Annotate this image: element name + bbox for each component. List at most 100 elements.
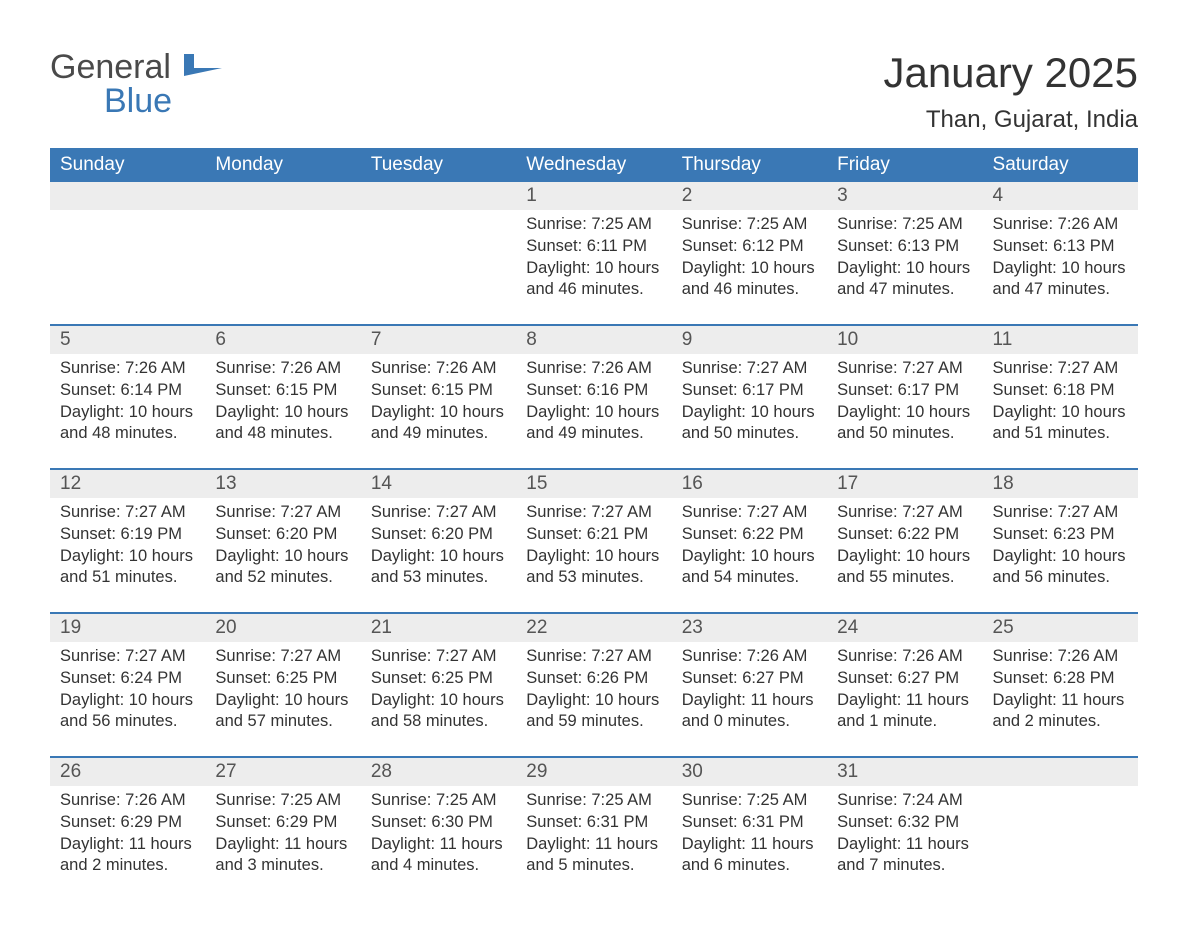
calendar-day: 29Sunrise: 7:25 AMSunset: 6:31 PMDayligh…: [516, 758, 671, 886]
daylight-text: Daylight: 10 hours and 56 minutes.: [993, 546, 1132, 590]
calendar-day: 2Sunrise: 7:25 AMSunset: 6:12 PMDaylight…: [672, 182, 827, 310]
weekday-header: Monday: [205, 148, 360, 182]
sunrise-text: Sunrise: 7:25 AM: [526, 214, 665, 236]
day-number: 14: [361, 470, 516, 498]
daylight-text: Daylight: 10 hours and 54 minutes.: [682, 546, 821, 590]
sunset-text: Sunset: 6:19 PM: [60, 524, 199, 546]
sunrise-text: Sunrise: 7:27 AM: [993, 358, 1132, 380]
daylight-text: Daylight: 10 hours and 55 minutes.: [837, 546, 976, 590]
sunset-text: Sunset: 6:20 PM: [215, 524, 354, 546]
day-details: Sunrise: 7:27 AMSunset: 6:24 PMDaylight:…: [50, 642, 205, 733]
sunset-text: Sunset: 6:27 PM: [682, 668, 821, 690]
sunrise-text: Sunrise: 7:27 AM: [526, 646, 665, 668]
day-details: Sunrise: 7:27 AMSunset: 6:19 PMDaylight:…: [50, 498, 205, 589]
calendar-day: 7Sunrise: 7:26 AMSunset: 6:15 PMDaylight…: [361, 326, 516, 454]
sunset-text: Sunset: 6:13 PM: [837, 236, 976, 258]
calendar-day: .: [983, 758, 1138, 886]
daylight-text: Daylight: 11 hours and 5 minutes.: [526, 834, 665, 878]
calendar-day: 23Sunrise: 7:26 AMSunset: 6:27 PMDayligh…: [672, 614, 827, 742]
weekday-header: Sunday: [50, 148, 205, 182]
sunrise-text: Sunrise: 7:25 AM: [371, 790, 510, 812]
day-number: 26: [50, 758, 205, 786]
calendar-day: 18Sunrise: 7:27 AMSunset: 6:23 PMDayligh…: [983, 470, 1138, 598]
daylight-text: Daylight: 11 hours and 6 minutes.: [682, 834, 821, 878]
day-number: .: [50, 182, 205, 210]
day-details: Sunrise: 7:26 AMSunset: 6:14 PMDaylight:…: [50, 354, 205, 445]
day-number: 24: [827, 614, 982, 642]
calendar-day: 31Sunrise: 7:24 AMSunset: 6:32 PMDayligh…: [827, 758, 982, 886]
calendar-day: 4Sunrise: 7:26 AMSunset: 6:13 PMDaylight…: [983, 182, 1138, 310]
weekday-header-row: SundayMondayTuesdayWednesdayThursdayFrid…: [50, 148, 1138, 182]
sunrise-text: Sunrise: 7:25 AM: [682, 790, 821, 812]
sunrise-text: Sunrise: 7:27 AM: [682, 358, 821, 380]
daylight-text: Daylight: 11 hours and 2 minutes.: [993, 690, 1132, 734]
calendar-day: 13Sunrise: 7:27 AMSunset: 6:20 PMDayligh…: [205, 470, 360, 598]
daylight-text: Daylight: 11 hours and 3 minutes.: [215, 834, 354, 878]
sunset-text: Sunset: 6:15 PM: [371, 380, 510, 402]
sunset-text: Sunset: 6:18 PM: [993, 380, 1132, 402]
day-details: Sunrise: 7:27 AMSunset: 6:23 PMDaylight:…: [983, 498, 1138, 589]
sunset-text: Sunset: 6:32 PM: [837, 812, 976, 834]
calendar-day: .: [50, 182, 205, 310]
calendar-day: 21Sunrise: 7:27 AMSunset: 6:25 PMDayligh…: [361, 614, 516, 742]
day-details: Sunrise: 7:25 AMSunset: 6:11 PMDaylight:…: [516, 210, 671, 301]
daylight-text: Daylight: 10 hours and 56 minutes.: [60, 690, 199, 734]
daylight-text: Daylight: 10 hours and 47 minutes.: [993, 258, 1132, 302]
day-number: .: [361, 182, 516, 210]
calendar-day: .: [361, 182, 516, 310]
day-number: .: [205, 182, 360, 210]
sunrise-text: Sunrise: 7:26 AM: [837, 646, 976, 668]
weekday-header: Saturday: [983, 148, 1138, 182]
daylight-text: Daylight: 10 hours and 53 minutes.: [371, 546, 510, 590]
day-details: Sunrise: 7:25 AMSunset: 6:13 PMDaylight:…: [827, 210, 982, 301]
calendar-day: 19Sunrise: 7:27 AMSunset: 6:24 PMDayligh…: [50, 614, 205, 742]
day-details: Sunrise: 7:25 AMSunset: 6:31 PMDaylight:…: [516, 786, 671, 877]
sunrise-text: Sunrise: 7:25 AM: [215, 790, 354, 812]
day-number: 28: [361, 758, 516, 786]
calendar-day: 26Sunrise: 7:26 AMSunset: 6:29 PMDayligh…: [50, 758, 205, 886]
sunset-text: Sunset: 6:22 PM: [682, 524, 821, 546]
sunrise-text: Sunrise: 7:27 AM: [682, 502, 821, 524]
sunrise-text: Sunrise: 7:26 AM: [371, 358, 510, 380]
day-details: Sunrise: 7:27 AMSunset: 6:17 PMDaylight:…: [672, 354, 827, 445]
daylight-text: Daylight: 10 hours and 57 minutes.: [215, 690, 354, 734]
day-number: 5: [50, 326, 205, 354]
calendar-day: 22Sunrise: 7:27 AMSunset: 6:26 PMDayligh…: [516, 614, 671, 742]
weekday-header: Wednesday: [516, 148, 671, 182]
calendar-day: 25Sunrise: 7:26 AMSunset: 6:28 PMDayligh…: [983, 614, 1138, 742]
day-number: 16: [672, 470, 827, 498]
day-details: Sunrise: 7:26 AMSunset: 6:16 PMDaylight:…: [516, 354, 671, 445]
daylight-text: Daylight: 10 hours and 49 minutes.: [371, 402, 510, 446]
sunrise-text: Sunrise: 7:27 AM: [60, 502, 199, 524]
day-details: Sunrise: 7:27 AMSunset: 6:20 PMDaylight:…: [205, 498, 360, 589]
day-number: .: [983, 758, 1138, 786]
day-number: 22: [516, 614, 671, 642]
sunset-text: Sunset: 6:27 PM: [837, 668, 976, 690]
day-number: 3: [827, 182, 982, 210]
sunset-text: Sunset: 6:15 PM: [215, 380, 354, 402]
calendar-day: 17Sunrise: 7:27 AMSunset: 6:22 PMDayligh…: [827, 470, 982, 598]
calendar-day: 3Sunrise: 7:25 AMSunset: 6:13 PMDaylight…: [827, 182, 982, 310]
sunset-text: Sunset: 6:28 PM: [993, 668, 1132, 690]
day-details: Sunrise: 7:25 AMSunset: 6:30 PMDaylight:…: [361, 786, 516, 877]
location-label: Than, Gujarat, India: [883, 106, 1138, 134]
calendar-day: 5Sunrise: 7:26 AMSunset: 6:14 PMDaylight…: [50, 326, 205, 454]
daylight-text: Daylight: 10 hours and 52 minutes.: [215, 546, 354, 590]
sunset-text: Sunset: 6:13 PM: [993, 236, 1132, 258]
sunrise-text: Sunrise: 7:26 AM: [993, 646, 1132, 668]
daylight-text: Daylight: 11 hours and 7 minutes.: [837, 834, 976, 878]
calendar-day: 8Sunrise: 7:26 AMSunset: 6:16 PMDaylight…: [516, 326, 671, 454]
daylight-text: Daylight: 11 hours and 1 minute.: [837, 690, 976, 734]
sunrise-text: Sunrise: 7:26 AM: [993, 214, 1132, 236]
weekday-header: Tuesday: [361, 148, 516, 182]
sunrise-text: Sunrise: 7:26 AM: [682, 646, 821, 668]
sunset-text: Sunset: 6:11 PM: [526, 236, 665, 258]
day-details: Sunrise: 7:26 AMSunset: 6:15 PMDaylight:…: [361, 354, 516, 445]
day-number: 21: [361, 614, 516, 642]
weekday-header: Thursday: [672, 148, 827, 182]
sunset-text: Sunset: 6:21 PM: [526, 524, 665, 546]
day-details: Sunrise: 7:26 AMSunset: 6:15 PMDaylight:…: [205, 354, 360, 445]
daylight-text: Daylight: 10 hours and 51 minutes.: [993, 402, 1132, 446]
day-details: Sunrise: 7:27 AMSunset: 6:18 PMDaylight:…: [983, 354, 1138, 445]
day-number: 11: [983, 326, 1138, 354]
